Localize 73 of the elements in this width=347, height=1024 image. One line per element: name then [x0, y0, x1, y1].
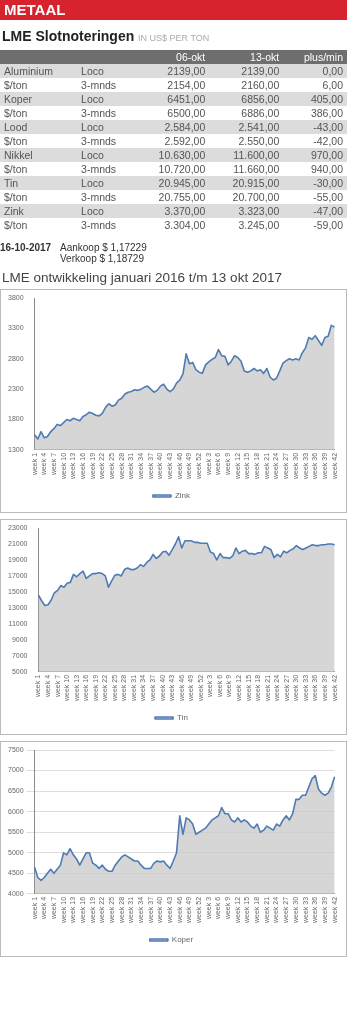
- text: 2.584,00: [164, 121, 206, 133]
- text: 16-10-2017: [0, 242, 53, 255]
- text: -42,00: [313, 135, 343, 147]
- text: 970,00: [310, 149, 343, 161]
- category-label: 13-okt: [249, 50, 281, 64]
- text: 20.700,00: [232, 191, 280, 203]
- text: Loco: [81, 149, 104, 161]
- text: Koper: [4, 93, 33, 105]
- text: $/ton: [4, 135, 28, 147]
- text: 3.304,00: [164, 219, 206, 231]
- text: 20.755,00: [158, 191, 206, 203]
- text: 11.660,00: [233, 163, 280, 175]
- text: 3.323,00: [238, 205, 280, 217]
- legend-label: Zink: [174, 491, 192, 501]
- text: 2154,00: [167, 79, 206, 91]
- text: -43,00: [313, 121, 343, 133]
- text: Lood: [4, 121, 28, 133]
- text: Aluminium: [4, 65, 54, 77]
- text: 0,00: [322, 65, 343, 77]
- text: LME Slotnoteringen: [2, 28, 135, 44]
- text: $/ton: [4, 163, 28, 175]
- text: Zink: [4, 205, 24, 217]
- text: 940,00: [310, 163, 343, 175]
- text: 386,00: [310, 107, 343, 119]
- text: 2.541,00: [238, 121, 280, 133]
- text: 11.600,00: [233, 149, 280, 161]
- text: 3-mnds: [81, 219, 117, 231]
- text: 10.630,00: [158, 149, 206, 161]
- text: 3-mnds: [81, 163, 117, 175]
- text: 20.915,00: [232, 177, 280, 189]
- text: Tin: [4, 177, 19, 189]
- text: METAAL: [0, 0, 347, 20]
- text: 3-mnds: [81, 135, 117, 147]
- text: -47,00: [313, 205, 343, 217]
- text: -55,00: [313, 191, 343, 203]
- text: Loco: [81, 205, 104, 217]
- text: 6500,00: [167, 107, 206, 119]
- text: Loco: [81, 93, 104, 105]
- text: IN US$ PER TON: [138, 33, 210, 43]
- text: Verkoop $ 1,18729: [60, 253, 145, 264]
- text: $/ton: [4, 79, 28, 91]
- category-label: plus/min: [302, 50, 344, 64]
- text: 405,00: [310, 93, 343, 105]
- text: 2160,00: [241, 79, 280, 91]
- text: 2139,00: [167, 65, 206, 77]
- chart-title: LME ontwikkeling januari 2016 t/m 13 okt 2017: [2, 270, 283, 285]
- text: 2139,00: [241, 65, 280, 77]
- text: 6856,00: [241, 93, 280, 105]
- text: Nikkel: [4, 149, 33, 161]
- text: 3-mnds: [81, 191, 117, 203]
- text: 3-mnds: [81, 107, 117, 119]
- legend-label: Koper: [171, 935, 194, 945]
- text: 10.720,00: [158, 163, 206, 175]
- category-label: 06-okt: [175, 50, 207, 64]
- text: $/ton: [4, 219, 28, 231]
- text: $/ton: [4, 107, 28, 119]
- legend-label: Tin: [177, 713, 188, 723]
- text: 3.370,00: [164, 205, 206, 217]
- text: -30,00: [313, 177, 343, 189]
- text: 6,00: [322, 79, 343, 91]
- text: Loco: [81, 177, 104, 189]
- text: 2.550,00: [238, 135, 280, 147]
- text: $/ton: [4, 191, 28, 203]
- text: Loco: [81, 121, 104, 133]
- text: 6451,00: [167, 93, 206, 105]
- text: 3-mnds: [81, 79, 117, 91]
- text: Aankoop $ 1,17229: [60, 242, 147, 253]
- text: 2.592,00: [164, 135, 206, 147]
- text: Loco: [81, 65, 104, 77]
- text: 3.245,00: [238, 219, 280, 231]
- text: -59,00: [313, 219, 343, 231]
- text: 6886,00: [241, 107, 280, 119]
- text: 20.945,00: [158, 177, 206, 189]
